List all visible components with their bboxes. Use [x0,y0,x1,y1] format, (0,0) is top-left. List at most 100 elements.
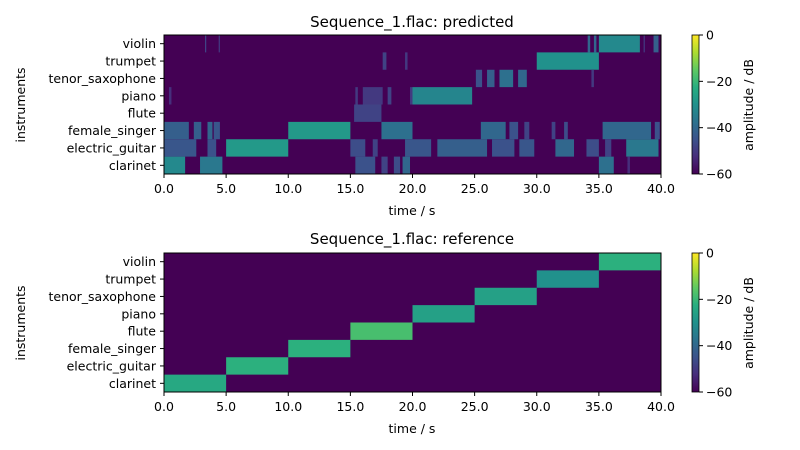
panel-predicted: Sequence_1.flac: predicted violin trumpet… [13,13,756,218]
x-tick-label: 5.0 [216,181,236,196]
y-tick-label: tenor_saxophone [48,289,156,304]
y-axis-label: instruments [13,67,28,142]
heatmap-cell-electric_guitar [605,139,612,157]
heatmap-cell-female_singer [164,121,189,140]
colorbar-tick-label: 0 [706,246,714,261]
heatmap-cell-electric_guitar [492,139,515,157]
colorbar [691,34,700,175]
x-tick-label: 35.0 [585,399,613,414]
heatmap-cell-female_singer [207,121,213,140]
heatmap-cell-electric_guitar [226,357,289,375]
heatmap-cell-flute [350,322,413,340]
heatmap-cell-electric_guitar [405,139,432,157]
x-tick-label: 40.0 [647,181,675,196]
y-tick-label: female_singer [68,341,157,356]
colorbar-tick-label: −40 [706,338,732,353]
y-tick-label: electric_guitar [67,358,157,373]
heatmap-cell-electric_guitar [586,139,599,157]
colorbar-tick-label: −60 [706,385,732,400]
heatmap-cell-piano [410,87,413,105]
heatmap-cell-flute [354,104,382,122]
y-tick-label: electric_guitar [67,140,157,155]
heatmap-cell-female_singer [381,121,413,140]
heatmap-cell-violin [598,253,661,271]
heatmap-cell-female_singer [288,339,351,358]
y-tick-label: clarinet [109,376,156,391]
heatmap-cell-clarinet [393,156,401,174]
x-tick-label: 10.0 [274,399,302,414]
x-tick-label: 5.0 [216,399,236,414]
heatmap-cell-clarinet [355,156,376,174]
x-ticks: 0.0 5.0 10.0 15.0 20.0 25.0 30.0 35.0 40.0 [154,174,675,196]
colorbar-tick-label: −20 [706,292,732,307]
x-tick-label: 30.0 [523,181,551,196]
heatmap-cell-electric_guitar [555,139,575,157]
heatmap-cell-electric_guitar [372,139,378,157]
heatmap-cell-violin [598,35,640,53]
heatmap-cell-electric_guitar [350,139,366,157]
heatmap-cell-piano [412,87,473,105]
colorbar-label: amplitude / dB [741,277,756,369]
x-tick-label: 15.0 [336,181,364,196]
colorbar-tick-label: −60 [706,167,732,182]
heatmap-cell-electric_guitar [519,139,535,157]
heatmap-cell-tenor_saxophone [591,69,594,88]
heatmap-cell-piano [362,87,383,105]
heatmap-cell-electric_guitar [164,139,197,157]
x-tick-label: 30.0 [523,399,551,414]
heatmap-cell-tenor_saxophone [475,69,483,88]
heatmap-cell-clarinet [164,156,186,174]
x-tick-label: 20.0 [399,181,427,196]
x-tick-label: 15.0 [336,399,364,414]
heatmap-cell-female_singer [654,121,660,140]
heatmap-cell-female_singer [288,121,351,140]
x-tick-label: 0.0 [154,181,174,196]
heatmap-cell-female_singer [509,121,519,140]
y-tick-label: violin [123,254,156,269]
y-axis-label: instruments [13,285,28,360]
x-tick-label: 0.0 [154,399,174,414]
heatmap-cell-trumpet [405,52,408,70]
heatmap-cell-female_singer [193,121,202,140]
colorbar [691,252,700,393]
heatmap-cell-clarinet [402,156,411,174]
heatmap-cell-female_singer [480,121,506,140]
heatmap-cell-violin [218,35,220,53]
colorbar-tick-label: 0 [706,28,714,43]
panel-reference: Sequence_1.flac: reference violin trumpet… [13,230,756,436]
y-tick-label: clarinet [109,158,156,173]
heatmap-cell-female_singer [602,121,652,140]
colorbar-label: amplitude / dB [741,59,756,151]
colorbar-ticks: 0 −20 −40 −60 [699,246,732,400]
heatmap-cells [164,253,661,392]
y-tick-label: piano [121,88,156,103]
heatmap-cell-violin [587,35,591,53]
heatmap-cell-piano [412,305,475,323]
colorbar-tick-label: −40 [706,120,732,135]
heatmap-cell-violin [643,35,645,53]
y-tick-label: flute [128,106,157,121]
heatmap-cell-violin [653,35,659,53]
colorbar-tick-label: −20 [706,74,732,89]
x-tick-label: 10.0 [274,181,302,196]
chart-title: Sequence_1.flac: reference [310,230,514,249]
heatmap-cell-female_singer [551,121,556,140]
heatmap-cell-trumpet [536,270,599,288]
heatmap-cell-female_singer [524,121,530,140]
heatmap-cell-piano [355,87,358,105]
y-tick-label: flute [128,324,157,339]
heatmap-cells [164,35,661,174]
x-axis-label: time / s [389,421,436,436]
y-tick-label: piano [121,306,156,321]
heatmap-cell-tenor_saxophone [518,69,527,88]
y-tick-label: trumpet [105,54,156,69]
heatmap-cell-trumpet [382,52,387,70]
x-ticks: 0.0 5.0 10.0 15.0 20.0 25.0 30.0 35.0 40.0 [154,392,675,414]
x-tick-label: 25.0 [461,399,489,414]
y-tick-label: tenor_saxophone [48,71,156,86]
heatmap-cell-clarinet [598,156,614,174]
heatmap-cell-electric_guitar [626,139,659,157]
heatmap-cell-tenor_saxophone [487,69,495,88]
